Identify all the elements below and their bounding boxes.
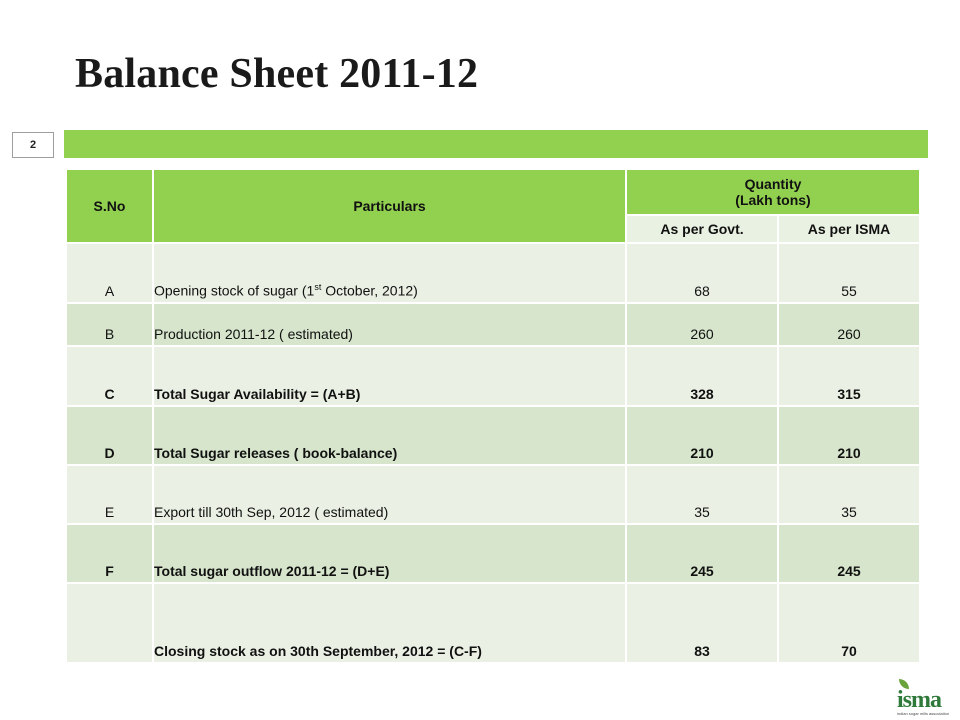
header-govt: As per Govt. <box>625 214 779 244</box>
table-row: E Export till 30th Sep, 2012 ( estimated… <box>65 464 922 525</box>
logo-wordmark: isma <box>897 687 942 713</box>
header-accent-bar <box>64 130 928 158</box>
table-row: F Total sugar outflow 2011-12 = (D+E) 24… <box>65 523 922 584</box>
row-isma-value: 210 <box>776 405 922 466</box>
row-govt-value: 83 <box>625 582 779 664</box>
row-particulars: Export till 30th Sep, 2012 ( estimated) <box>152 464 627 525</box>
row-govt-value: 35 <box>625 464 779 525</box>
row-isma-value: 315 <box>776 345 922 407</box>
row-particulars: Opening stock of sugar (1st October, 201… <box>152 242 627 304</box>
row-particulars: Production 2011-12 ( estimated) <box>152 302 627 347</box>
table-row: C Total Sugar Availability = (A+B) 328 3… <box>65 345 922 407</box>
table-row: D Total Sugar releases ( book-balance) 2… <box>65 405 922 466</box>
page-title: Balance Sheet 2011-12 <box>75 51 479 97</box>
row-sno: B <box>65 302 154 347</box>
header-isma: As per ISMA <box>776 214 922 244</box>
row-isma-value: 260 <box>776 302 922 347</box>
header-particulars: Particulars <box>152 168 627 244</box>
row-govt-value: 328 <box>625 345 779 407</box>
header-quantity: Quantity (Lakh tons) <box>624 168 922 216</box>
balance-sheet-table: S.No Particulars Quantity (Lakh tons) As… <box>65 168 922 664</box>
row-isma-value: 70 <box>776 582 922 664</box>
row-govt-value: 245 <box>625 523 779 584</box>
row-particulars: Total sugar outflow 2011-12 = (D+E) <box>152 523 627 584</box>
leaf-icon <box>899 679 909 689</box>
row-sno: A <box>65 242 154 304</box>
row-govt-value: 260 <box>625 302 779 347</box>
row-particulars: Total Sugar releases ( book-balance) <box>152 405 627 466</box>
table-row: A Opening stock of sugar (1st October, 2… <box>65 242 922 304</box>
row-sno <box>65 582 154 664</box>
header-quantity-label: Quantity <box>744 176 802 192</box>
row-particulars: Closing stock as on 30th September, 2012… <box>152 582 627 664</box>
isma-logo: isma indian sugar mills association <box>897 679 950 717</box>
row-sno: D <box>65 405 154 466</box>
row-isma-value: 55 <box>776 242 922 304</box>
row-isma-value: 35 <box>776 464 922 525</box>
row-sno: F <box>65 523 154 584</box>
row-govt-value: 68 <box>625 242 779 304</box>
row-sno: C <box>65 345 154 407</box>
table-row: B Production 2011-12 ( estimated) 260 26… <box>65 302 922 347</box>
header-sno: S.No <box>65 168 154 244</box>
table-row: Closing stock as on 30th September, 2012… <box>65 582 922 664</box>
header-quantity-unit: (Lakh tons) <box>735 192 811 208</box>
page-number-badge: 2 <box>12 132 54 158</box>
logo-tagline: indian sugar mills association <box>897 711 950 716</box>
row-govt-value: 210 <box>625 405 779 466</box>
row-isma-value: 245 <box>776 523 922 584</box>
row-sno: E <box>65 464 154 525</box>
row-particulars: Total Sugar Availability = (A+B) <box>152 345 627 407</box>
